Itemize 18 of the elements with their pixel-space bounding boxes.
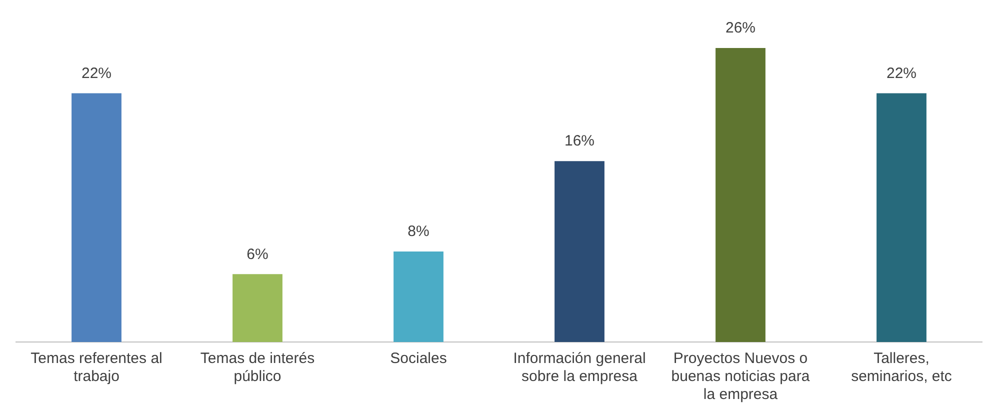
data-label: 6% bbox=[246, 246, 268, 263]
x-tick-label: Información general sobre la empresa bbox=[513, 350, 646, 386]
data-label: 8% bbox=[408, 223, 430, 240]
x-tick-label: Temas referentes al trabajo bbox=[30, 350, 162, 386]
x-tick-label: Talleres, seminarios, etc bbox=[851, 350, 952, 386]
bar bbox=[394, 252, 444, 342]
data-label: 22% bbox=[886, 64, 917, 82]
data-label: 26% bbox=[725, 20, 756, 37]
data-label: 16% bbox=[564, 132, 595, 150]
data-label: 22% bbox=[81, 64, 112, 82]
x-tick-label: Temas de interés público bbox=[200, 350, 315, 386]
bar bbox=[72, 93, 122, 342]
bar bbox=[554, 161, 604, 342]
x-tick-label: Sociales bbox=[390, 350, 447, 368]
bar bbox=[876, 93, 926, 342]
bar bbox=[716, 48, 766, 342]
x-tick-label: Proyectos Nuevos o buenas noticias para la empresa bbox=[671, 350, 810, 404]
bar bbox=[232, 274, 282, 342]
